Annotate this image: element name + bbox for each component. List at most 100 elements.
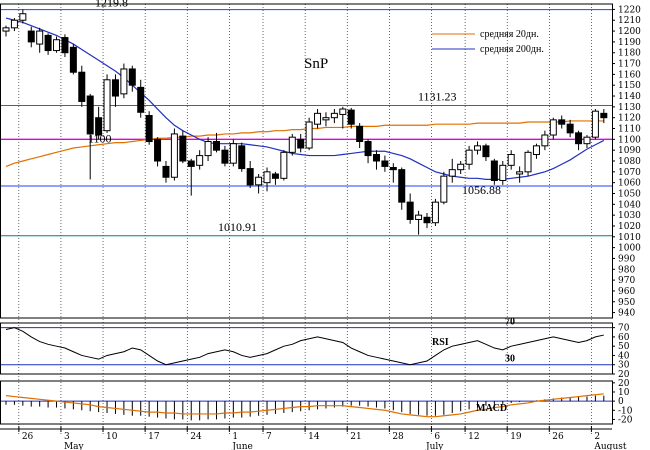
macd-signal-line: [5, 393, 604, 418]
date-label-5: 1: [232, 432, 238, 442]
candle-body-48: [406, 201, 414, 220]
candle-body-28: [238, 145, 246, 170]
candle-body-25: [213, 141, 220, 151]
candle-body-17: [145, 115, 153, 143]
chart-title: SnP: [304, 56, 328, 72]
candle-body-34: [288, 136, 296, 153]
candle-body-26: [221, 149, 229, 164]
macd-tick-label-2: 0: [618, 397, 624, 407]
candle-body-15: [128, 68, 136, 86]
price-tick-label-0: 940: [618, 309, 635, 319]
candle-body-20: [170, 133, 178, 178]
price-tick-label-20: 1140: [618, 92, 641, 102]
rsi-label: RSI: [432, 337, 449, 348]
candle-body-30: [255, 176, 263, 186]
candle-body-53: [448, 169, 456, 177]
candle-body-39: [330, 112, 338, 119]
level-lines: 1219.8 1131.23 1100 1056.88 1010.91: [0, 0, 612, 237]
candle-body-10: [86, 95, 94, 135]
candle-body-12: [103, 79, 111, 132]
candle-body-45: [381, 160, 389, 167]
price-tick-label-23: 1170: [618, 60, 641, 70]
candle-body-19: [162, 165, 170, 178]
date-label-4: 24: [190, 432, 202, 442]
candle-body-59: [499, 164, 507, 181]
candle-body-14: [120, 68, 128, 95]
candle-body-11: [95, 117, 103, 136]
level-label-1: 1131.23: [418, 90, 457, 104]
candle-body-36: [305, 121, 313, 149]
price-tick-label-14: 1080: [618, 157, 641, 167]
legend-label-sma200: средняя 200дн.: [480, 44, 544, 55]
candle-body-5: [44, 34, 52, 52]
candle-body-65: [549, 119, 557, 136]
candle-body-41: [347, 109, 355, 125]
candle-body-1: [10, 19, 18, 29]
candle-body-37: [314, 112, 322, 125]
candle-body-7: [61, 37, 69, 54]
candle-body-8: [69, 46, 77, 73]
candle-body-13: [111, 79, 119, 97]
candle-body-71: [600, 112, 608, 119]
month-label-1: June: [231, 442, 253, 450]
candle-body-47: [398, 169, 406, 203]
date-label-8: 21: [350, 432, 361, 442]
candle-body-32: [271, 173, 279, 179]
price-tick-label-3: 970: [618, 276, 635, 286]
date-label-7: 14: [308, 432, 320, 442]
price-tick-label-1: 950: [618, 298, 635, 308]
price-tick-label-28: 1220: [618, 5, 641, 15]
candle-body-24: [204, 141, 212, 157]
date-label-6: 7: [266, 432, 272, 442]
candle-body-62: [524, 151, 532, 173]
level-label-4: 1010.91: [218, 220, 257, 234]
legend: средняя 20дн. средняя 200дн.: [432, 29, 544, 55]
candle-body-40: [339, 108, 347, 115]
rsi-tick-label-3: 50: [618, 342, 630, 352]
candle-body-42: [356, 125, 364, 143]
price-tick-label-24: 1180: [618, 49, 641, 59]
date-label-1: 3: [64, 432, 70, 442]
date-label-13: 26: [552, 432, 564, 442]
candle-body-16: [137, 86, 145, 113]
candle-body-18: [154, 138, 162, 162]
legend-label-sma20: средняя 20дн.: [480, 29, 539, 40]
rsi-panel-frame: [0, 322, 613, 375]
date-label-9: 28: [392, 432, 404, 442]
price-tick-label-16: 1100: [618, 135, 641, 145]
macd-tick-label-3: 10: [618, 388, 630, 398]
candle-body-55: [465, 149, 473, 165]
macd-panel: MACD: [0, 393, 612, 421]
candle-body-51: [431, 201, 439, 224]
candle-body-43: [364, 141, 372, 157]
candle-body-22: [187, 160, 195, 167]
price-tick-label-17: 1110: [618, 125, 641, 135]
rsi-tick-label-1: 30: [618, 361, 630, 371]
candle-body-27: [229, 143, 237, 164]
date-label-11: 12: [468, 432, 479, 442]
price-tick-label-18: 1120: [618, 114, 641, 124]
candle-body-3: [27, 30, 35, 43]
rsi-level-label-1: 30: [505, 354, 515, 365]
date-label-14: 2: [594, 432, 600, 442]
price-tick-label-19: 1130: [618, 103, 641, 113]
level-label-2: 1100: [88, 131, 112, 145]
price-tick-label-13: 1070: [618, 168, 641, 178]
candle-body-38: [322, 117, 330, 121]
sma200-line: [5, 120, 604, 167]
candle-body-9: [78, 71, 86, 102]
month-label-0: May: [64, 442, 85, 450]
price-tick-label-8: 1020: [618, 222, 641, 232]
candle-body-63: [532, 145, 540, 156]
candle-body-2: [19, 13, 27, 21]
candle-body-54: [457, 163, 465, 171]
candle-body-68: [575, 132, 583, 145]
price-tick-label-5: 990: [618, 254, 635, 264]
macd-tick-label-0: -20: [618, 415, 633, 425]
candle-body-58: [490, 160, 498, 181]
macd-panel-frame: [0, 380, 613, 425]
price-tick-label-9: 1030: [618, 211, 641, 221]
candle-body-66: [558, 119, 566, 125]
